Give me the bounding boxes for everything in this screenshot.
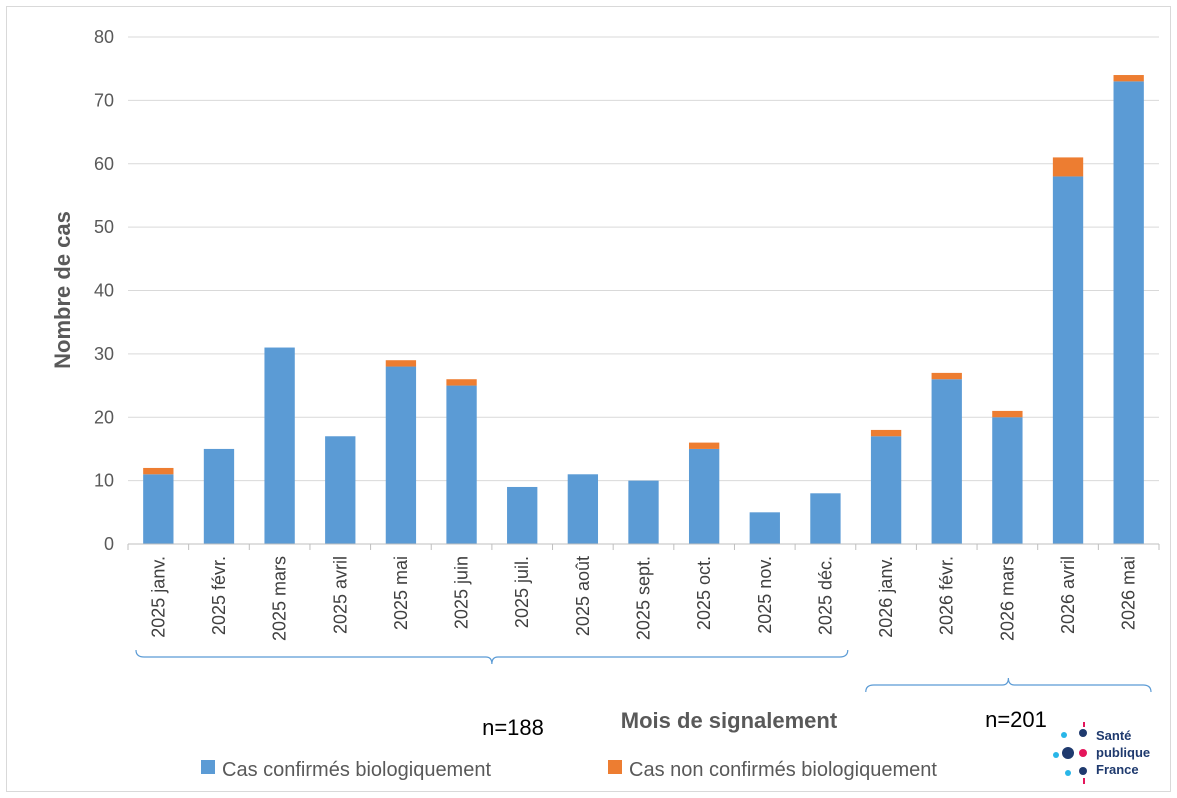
bar-confirmed bbox=[688, 448, 720, 544]
bar-confirmed bbox=[507, 486, 538, 544]
x-category-label: 2025 oct. bbox=[694, 556, 714, 630]
y-tick-label: 50 bbox=[94, 217, 114, 237]
bar-confirmed bbox=[203, 448, 235, 544]
x-category-label: 2025 mai bbox=[391, 556, 411, 630]
x-category-label: 2025 juin bbox=[452, 556, 472, 629]
x-category-label: 2025 déc. bbox=[815, 556, 835, 635]
bar-unconfirmed bbox=[385, 360, 417, 367]
bar-confirmed bbox=[325, 436, 356, 544]
x-category-label: 2025 juil. bbox=[512, 556, 532, 628]
y-tick-label: 30 bbox=[94, 344, 114, 364]
bar-unconfirmed bbox=[1052, 157, 1084, 177]
bar-unconfirmed bbox=[870, 429, 902, 437]
x-axis-title: Mois de signalement bbox=[621, 708, 838, 733]
x-category-label: 2026 avril bbox=[1058, 556, 1078, 634]
x-category-label: 2025 nov. bbox=[755, 556, 775, 634]
x-axis-categories: 2025 janv. 2025 févr. 2025 mars 2025 avril 2… bbox=[148, 556, 1138, 641]
x-category-label: 2025 avril bbox=[330, 556, 350, 634]
bar-confirmed bbox=[567, 474, 599, 544]
y-tick-label: 20 bbox=[94, 407, 114, 427]
bar-confirmed bbox=[1052, 176, 1084, 545]
y-tick-label: 0 bbox=[104, 534, 114, 554]
legend-label-confirmed: Cas confirmés biologiquement bbox=[222, 759, 491, 781]
annotation-n-2026: n=201 bbox=[985, 707, 1047, 732]
bar-confirmed bbox=[749, 512, 780, 544]
bar-confirmed bbox=[385, 366, 417, 544]
y-tick-label: 40 bbox=[94, 281, 114, 301]
legend-swatch-confirmed bbox=[201, 760, 215, 774]
y-axis-title: Nombre de cas bbox=[50, 211, 75, 369]
group-brackets bbox=[135, 649, 1152, 693]
logo-text-line1: Santé bbox=[1096, 728, 1131, 743]
x-category-label: 2026 mai bbox=[1119, 556, 1139, 630]
bar-confirmed bbox=[143, 474, 174, 544]
bar-confirmed bbox=[1113, 81, 1144, 545]
sante-publique-france-logo: Santé publique France bbox=[1053, 722, 1150, 784]
y-tick-label: 10 bbox=[94, 471, 114, 491]
bar-unconfirmed bbox=[143, 467, 174, 475]
bar-confirmed bbox=[446, 385, 477, 544]
x-category-label: 2025 févr. bbox=[209, 556, 229, 635]
bar-unconfirmed bbox=[992, 410, 1023, 418]
y-tick-label: 80 bbox=[94, 27, 114, 47]
bar-unconfirmed bbox=[688, 442, 720, 449]
bar-confirmed bbox=[628, 480, 659, 544]
legend-label-unconfirmed: Cas non confirmés biologiquement bbox=[629, 759, 937, 781]
bar-confirmed bbox=[992, 417, 1023, 544]
bar-confirmed bbox=[931, 379, 962, 544]
bar-unconfirmed bbox=[1113, 75, 1144, 82]
bracket-2026 bbox=[865, 677, 1152, 693]
bar-confirmed bbox=[870, 436, 902, 544]
bar-unconfirmed bbox=[446, 379, 477, 386]
chart-frame bbox=[6, 6, 1171, 792]
x-category-label: 2026 mars bbox=[997, 556, 1017, 641]
bar-confirmed bbox=[810, 493, 841, 544]
y-tick-label: 60 bbox=[94, 154, 114, 174]
y-axis-ticks: 0 10 20 30 40 50 60 70 80 bbox=[94, 27, 114, 554]
bracket-2025 bbox=[135, 649, 849, 665]
bar-unconfirmed bbox=[931, 372, 962, 380]
bars bbox=[143, 75, 1144, 545]
x-category-label: 2025 août bbox=[573, 556, 593, 636]
x-axis bbox=[127, 543, 1160, 550]
x-category-label: 2025 mars bbox=[270, 556, 290, 641]
legend: Cas confirmés biologiquement Cas non con… bbox=[201, 759, 937, 781]
y-tick-label: 70 bbox=[94, 90, 114, 110]
legend-swatch-unconfirmed bbox=[608, 760, 622, 774]
annotation-n-2025: n=188 bbox=[482, 715, 544, 740]
bar-confirmed bbox=[264, 347, 295, 544]
x-category-label: 2026 janv. bbox=[876, 556, 896, 638]
x-category-label: 2025 sept. bbox=[634, 556, 654, 640]
logo-text-line2: publique bbox=[1096, 745, 1150, 760]
x-category-label: 2025 janv. bbox=[148, 556, 168, 638]
logo-text-line3: France bbox=[1096, 762, 1139, 777]
gridlines bbox=[128, 36, 1159, 482]
x-category-label: 2026 févr. bbox=[937, 556, 957, 635]
